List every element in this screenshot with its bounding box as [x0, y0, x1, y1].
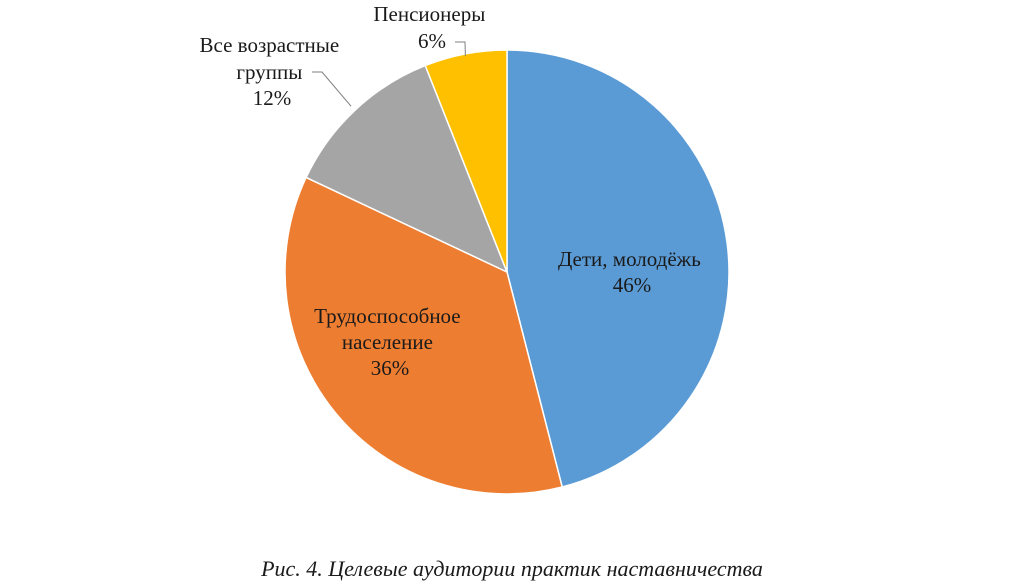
leader-line-pensioners: [455, 41, 466, 56]
slice-all-age-groups: [305, 64, 509, 274]
slice-label-all-age-groups: Все возрастные группы 12%: [200, 33, 345, 110]
figure-caption: Рис. 4. Целевые аудитории практик настав…: [261, 556, 763, 581]
slice-label-pensioners: Пенсионеры 6%: [373, 2, 490, 53]
slice-value-all-age-groups: 12%: [253, 86, 292, 110]
slice-label-all-age-groups-line-1: Все возрастные: [200, 33, 340, 57]
leader-line-all-age-groups: [312, 71, 352, 107]
slice-label-working-age: Трудоспособное население 36%: [314, 304, 466, 380]
slice-label-pensioners-line-1: Пенсионеры: [373, 2, 485, 26]
slice-value-working-age: 36%: [371, 356, 410, 380]
pie-slices: [284, 49, 730, 495]
slice-value-pensioners: 6%: [418, 29, 446, 53]
slice-label-all-age-groups-line-2: группы: [236, 60, 302, 84]
slice-children-youth: [506, 49, 730, 488]
slice-label-children-youth: Дети, молодёжь 46%: [558, 247, 706, 297]
slice-working-age: [284, 176, 564, 495]
slice-label-children-youth-line-1: Дети, молодёжь: [558, 247, 701, 271]
slice-label-working-age-line-2: население: [342, 330, 433, 354]
slice-label-working-age-line-1: Трудоспособное: [314, 304, 461, 328]
slice-value-children-youth: 46%: [613, 273, 652, 297]
leader-lines: [312, 41, 466, 107]
